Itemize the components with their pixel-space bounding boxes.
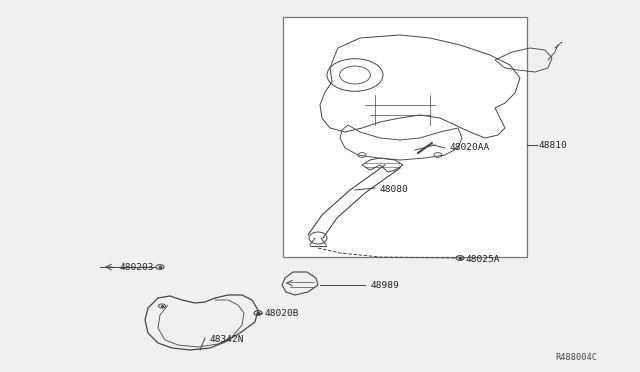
- Text: 48080: 48080: [380, 186, 409, 195]
- Bar: [283, 17, 527, 257]
- Text: R488004C: R488004C: [555, 353, 597, 362]
- Text: 48020B: 48020B: [265, 308, 300, 317]
- Text: 48989: 48989: [371, 280, 400, 289]
- Text: 48342N: 48342N: [210, 336, 244, 344]
- Text: 48020AA: 48020AA: [450, 144, 490, 153]
- Text: 480203: 480203: [120, 263, 154, 272]
- Text: 48810: 48810: [539, 141, 568, 150]
- Text: 48025A: 48025A: [466, 256, 500, 264]
